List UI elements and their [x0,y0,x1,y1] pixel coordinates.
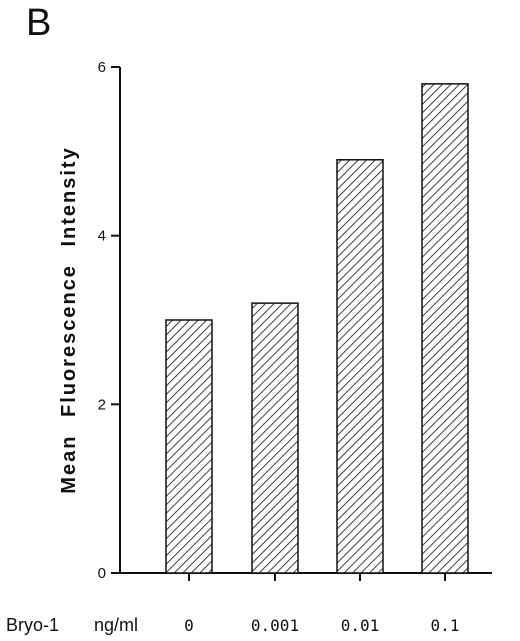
bar [421,83,469,574]
bars [165,83,469,574]
bar [165,319,213,574]
labels: 0 0.001 0.01 0.1 Bryo-1 ng/ml Mean Fluorescenc… [6,146,459,635]
y-tick-label: 2 [98,396,106,413]
bar [336,159,384,574]
x-axis-label-unit: ng/ml [94,615,138,635]
x-axis-label-variable: Bryo-1 [6,615,59,635]
x-category-label: 0.001 [251,616,299,635]
y-axis-label: Mean Fluorescence Intensity [58,146,80,493]
panel-label: B [26,2,52,44]
y-tick-label: 6 [98,59,106,76]
x-category-label: 0.1 [431,616,460,635]
x-category-label: 0.01 [341,616,380,635]
y-tick-label: 0 [98,565,106,582]
bar [251,302,299,574]
x-category-label: 0 [184,616,194,635]
y-tick-label: 4 [98,228,106,245]
